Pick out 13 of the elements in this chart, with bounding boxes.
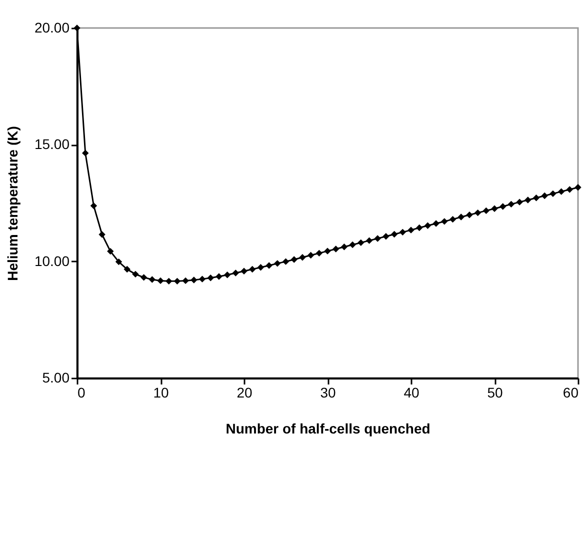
y-tick-label: 20.00: [34, 20, 70, 36]
x-tick-label: 50: [487, 384, 503, 400]
y-tick-label: 15.00: [34, 136, 70, 152]
y-tick-label: 10.00: [34, 252, 70, 269]
x-axis-title: Number of half-cells quenched: [226, 420, 430, 436]
x-tick-label: 10: [153, 384, 169, 400]
x-tick-label: 0: [78, 384, 86, 400]
y-axis-title: Helium temperature (K): [4, 126, 20, 281]
x-tick-label: 40: [404, 384, 420, 400]
x-tick-label: 20: [236, 384, 252, 400]
y-tick-label: 5.00: [42, 370, 70, 386]
x-tick-label: 30: [320, 384, 336, 400]
x-tick-label: 60: [562, 384, 579, 400]
